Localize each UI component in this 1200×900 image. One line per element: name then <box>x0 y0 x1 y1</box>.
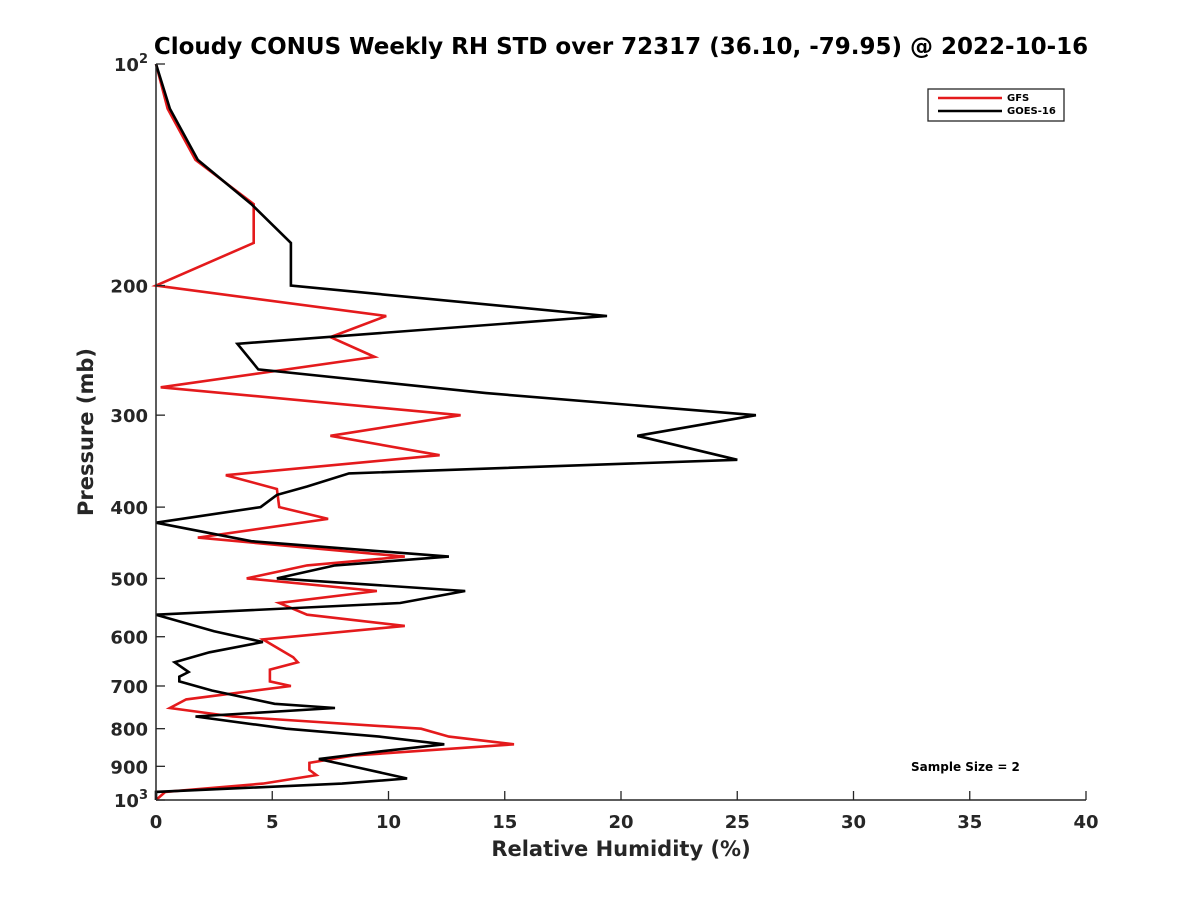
sample-size-annotation: Sample Size = 2 <box>911 760 1020 774</box>
x-tick-label: 0 <box>150 812 163 833</box>
x-tick-label: 35 <box>957 812 982 833</box>
y-tick-label: 103 <box>114 788 148 812</box>
y-axis-label: Pressure (mb) <box>74 348 98 516</box>
y-ticks: 102 200 300 400 500 600 700 800 900 103 <box>110 52 165 812</box>
legend-label-gfs: GFS <box>1007 93 1029 104</box>
y-tick-label: 500 <box>110 569 148 590</box>
series-line-goes16 <box>154 63 757 800</box>
x-axis-label: Relative Humidity (%) <box>491 837 750 861</box>
y-tick-label: 700 <box>110 677 148 698</box>
y-tick-label: 300 <box>110 406 148 427</box>
x-tick-label: 15 <box>492 812 517 833</box>
x-tick-label: 20 <box>608 812 633 833</box>
x-tick-label: 10 <box>376 812 401 833</box>
x-ticks: 0 5 10 15 20 25 30 35 40 <box>150 791 1099 833</box>
series-line-gfs <box>151 63 515 801</box>
y-tick-label: 600 <box>110 628 148 649</box>
legend: GFS GOES-16 <box>927 88 1065 122</box>
y-tick-label: 102 <box>114 52 148 76</box>
legend-box <box>927 88 1065 122</box>
x-tick-label: 5 <box>266 812 279 833</box>
chart-title: Cloudy CONUS Weekly RH STD over 72317 (3… <box>154 34 1088 60</box>
y-tick-label: 800 <box>110 720 148 741</box>
legend-label-goes16: GOES-16 <box>1007 106 1056 117</box>
y-tick-label: 200 <box>110 277 148 298</box>
series-layer <box>151 63 757 801</box>
axes-layer <box>155 64 1086 801</box>
y-tick-label: 400 <box>110 498 148 519</box>
x-tick-label: 30 <box>841 812 866 833</box>
x-tick-label: 40 <box>1073 812 1098 833</box>
x-tick-label: 25 <box>725 812 750 833</box>
y-tick-label: 900 <box>110 757 148 778</box>
